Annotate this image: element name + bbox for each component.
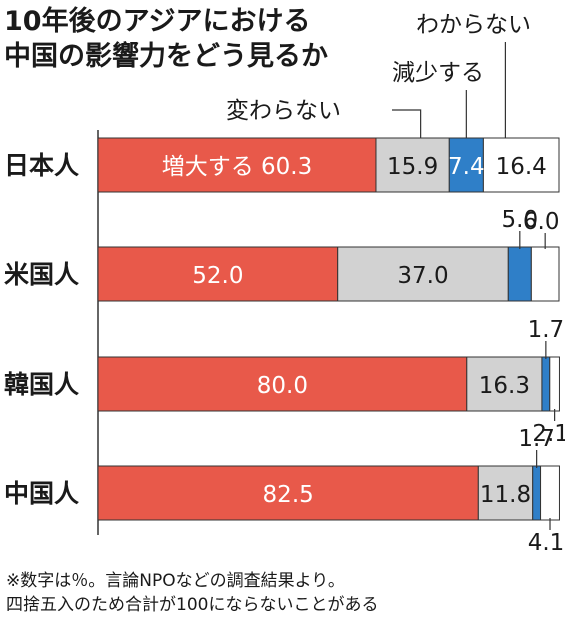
bar-segment-increase xyxy=(97,356,468,412)
value-label: 52.0 xyxy=(192,263,243,289)
bar-segment-increase xyxy=(97,246,339,302)
value-label: 37.0 xyxy=(397,263,448,289)
chart-title-line-1: 10年後のアジアにおける xyxy=(4,5,311,37)
bar-segment-dont-know xyxy=(530,246,560,302)
bar-segment-increase xyxy=(97,137,377,193)
category-label: 韓国人 xyxy=(4,370,79,399)
bar-segment-decrease xyxy=(532,465,542,521)
leader-line xyxy=(392,109,422,140)
note-line-2: 四捨五入のため合計が100にならないことがある xyxy=(6,595,378,615)
bar-segment-decrease xyxy=(448,137,484,193)
value-label: 2.1 xyxy=(532,421,565,447)
bar-segment-no-change xyxy=(375,137,450,193)
bar-segment-dont-know xyxy=(482,137,560,193)
chart-title-line-2: 中国の影響力をどう見るか xyxy=(4,40,328,72)
bar-segment-no-change xyxy=(477,465,534,521)
legend-dont-know: わからない xyxy=(416,12,531,38)
value-label: 増大する 60.3 xyxy=(162,154,313,180)
value-label: 4.1 xyxy=(528,530,565,556)
category-label: 日本人 xyxy=(4,151,79,180)
value-label: 5.0 xyxy=(502,207,539,233)
bar-segment-no-change xyxy=(337,246,509,302)
legend-callouts: 変わらない 減少する わからない xyxy=(226,12,531,140)
value-label: 1.7 xyxy=(528,317,565,343)
value-label: 1.7 xyxy=(518,426,555,452)
value-label: 7.4 xyxy=(448,154,485,180)
bar-segment-increase xyxy=(97,465,479,521)
bar-segment-dont-know xyxy=(549,356,560,412)
legend-decrease: 減少する xyxy=(392,60,484,86)
value-label: 16.4 xyxy=(496,154,547,180)
value-label: 80.0 xyxy=(257,373,308,399)
category-label: 米国人 xyxy=(4,260,79,289)
value-label: 6.0 xyxy=(523,209,560,235)
value-label: 16.3 xyxy=(479,373,530,399)
value-label: 82.5 xyxy=(263,482,314,508)
legend-no-change: 変わらない xyxy=(226,98,341,124)
note-line-1: ※数字は％。言論NPOなどの調査結果より。 xyxy=(6,571,345,591)
bar-segment-dont-know xyxy=(540,465,560,521)
bar-segment-decrease xyxy=(541,356,551,412)
value-label: 11.8 xyxy=(480,482,531,508)
category-label: 中国人 xyxy=(4,479,79,508)
value-label: 15.9 xyxy=(387,154,438,180)
bar-segment-decrease xyxy=(507,246,532,302)
